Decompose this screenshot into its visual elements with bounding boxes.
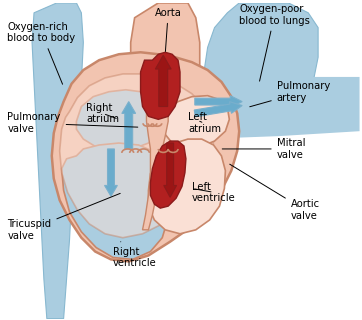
Polygon shape: [140, 52, 180, 119]
FancyArrow shape: [122, 101, 136, 149]
Text: Oxygen-poor
blood to lungs: Oxygen-poor blood to lungs: [239, 4, 310, 81]
Text: Left
atrium: Left atrium: [188, 113, 221, 134]
FancyArrow shape: [164, 143, 177, 197]
Text: Left
ventricle: Left ventricle: [192, 181, 236, 203]
Polygon shape: [151, 141, 186, 208]
Text: Tricuspid
valve: Tricuspid valve: [7, 193, 120, 241]
Text: Oxygen-rich
blood to body: Oxygen-rich blood to body: [7, 22, 76, 84]
Polygon shape: [57, 77, 359, 139]
Text: Right
atrium: Right atrium: [86, 103, 119, 124]
Polygon shape: [32, 3, 83, 319]
Polygon shape: [131, 3, 200, 123]
Polygon shape: [162, 96, 230, 148]
Text: Pulmonary
valve: Pulmonary valve: [7, 113, 138, 134]
Polygon shape: [62, 143, 168, 260]
Polygon shape: [52, 52, 239, 261]
Polygon shape: [205, 3, 318, 121]
FancyArrow shape: [195, 96, 242, 108]
Polygon shape: [148, 139, 226, 234]
Text: Aortic
valve: Aortic valve: [230, 164, 320, 221]
Text: Pulmonary
artery: Pulmonary artery: [250, 81, 330, 107]
Text: Aorta: Aorta: [155, 8, 182, 52]
Polygon shape: [60, 74, 214, 238]
Text: Mitral
valve: Mitral valve: [222, 138, 305, 160]
Polygon shape: [143, 94, 168, 230]
Text: Right
ventricle: Right ventricle: [113, 242, 157, 268]
FancyArrow shape: [155, 55, 171, 107]
Polygon shape: [76, 90, 162, 151]
FancyArrow shape: [105, 149, 117, 196]
FancyArrow shape: [194, 102, 242, 117]
